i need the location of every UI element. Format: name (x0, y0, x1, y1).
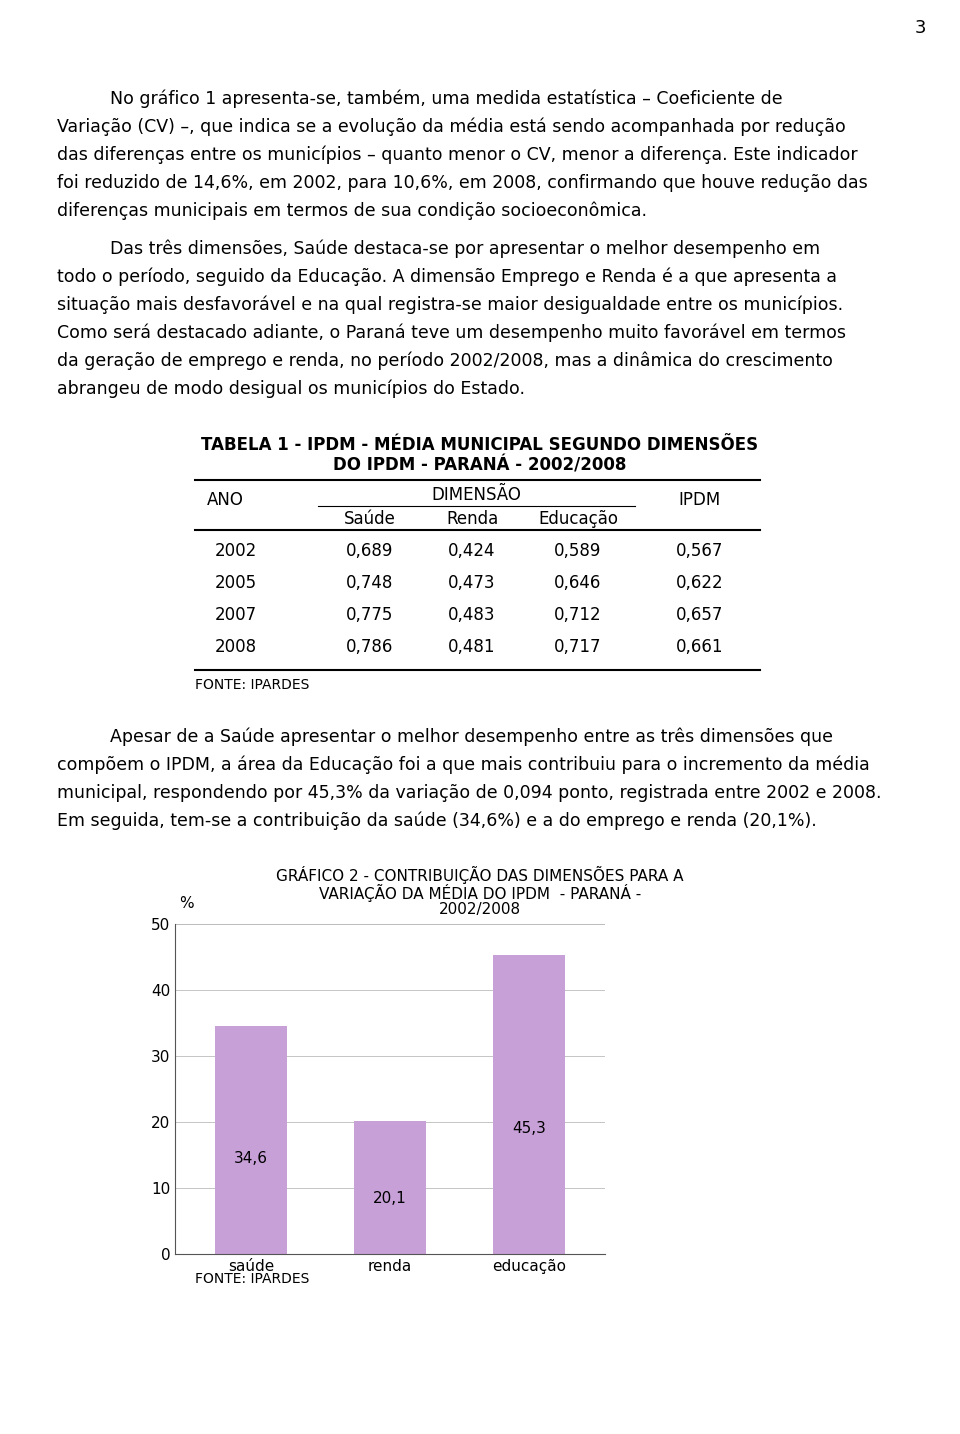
Text: FONTE: IPARDES: FONTE: IPARDES (195, 1272, 309, 1286)
Bar (354, 1121, 426, 1253)
Text: 0,712: 0,712 (554, 607, 602, 624)
Text: 2007: 2007 (215, 607, 257, 624)
Text: 2008: 2008 (215, 638, 257, 655)
Text: 0,589: 0,589 (554, 542, 602, 561)
Text: 0,646: 0,646 (554, 574, 602, 592)
Text: Em seguida, tem-se a contribuição da saúde (34,6%) e a do emprego e renda (20,1%: Em seguida, tem-se a contribuição da saú… (57, 812, 817, 830)
Text: das diferenças entre os municípios – quanto menor o CV, menor a diferença. Este : das diferenças entre os municípios – qua… (57, 146, 857, 165)
Text: 0,567: 0,567 (676, 542, 724, 561)
Text: 2002: 2002 (215, 542, 257, 561)
Text: 45,3: 45,3 (512, 1121, 545, 1136)
Text: 0,657: 0,657 (676, 607, 724, 624)
Text: todo o período, seguido da Educação. A dimensão Emprego e Renda é a que apresent: todo o período, seguido da Educação. A d… (57, 268, 837, 287)
Text: IPDM: IPDM (679, 490, 721, 509)
Text: DO IPDM - PARANÁ - 2002/2008: DO IPDM - PARANÁ - 2002/2008 (333, 456, 627, 475)
Text: ANO: ANO (206, 490, 244, 509)
Text: foi reduzido de 14,6%, em 2002, para 10,6%, em 2008, confirmando que houve reduç: foi reduzido de 14,6%, em 2002, para 10,… (57, 174, 868, 192)
Text: 2005: 2005 (215, 574, 257, 592)
Text: TABELA 1 - IPDM - MÉDIA MUNICIPAL SEGUNDO DIMENSÕES: TABELA 1 - IPDM - MÉDIA MUNICIPAL SEGUND… (202, 436, 758, 455)
Text: 0,424: 0,424 (448, 542, 495, 561)
Text: 0,717: 0,717 (554, 638, 602, 655)
Bar (492, 955, 564, 1253)
Text: abrangeu de modo desigual os municípios do Estado.: abrangeu de modo desigual os municípios … (57, 380, 525, 399)
Text: 34,6: 34,6 (234, 1150, 268, 1166)
Text: Saúde: Saúde (344, 511, 396, 528)
Text: 0,622: 0,622 (676, 574, 724, 592)
Text: VARIAÇÃO DA MÉDIA DO IPDM  - PARANÁ -: VARIAÇÃO DA MÉDIA DO IPDM - PARANÁ - (319, 883, 641, 902)
Text: FONTE: IPARDES: FONTE: IPARDES (195, 678, 309, 693)
Text: 0,483: 0,483 (448, 607, 495, 624)
Text: 3: 3 (914, 19, 925, 37)
Text: 20,1: 20,1 (373, 1190, 407, 1206)
Text: No gráfico 1 apresenta-se, também, uma medida estatística – Coeficiente de: No gráfico 1 apresenta-se, também, uma m… (110, 90, 782, 109)
Text: diferenças municipais em termos de sua condição socioeconômica.: diferenças municipais em termos de sua c… (57, 202, 647, 221)
Text: Variação (CV) –, que indica se a evolução da média está sendo acompanhada por re: Variação (CV) –, que indica se a evoluçã… (57, 118, 846, 136)
Text: 0,775: 0,775 (347, 607, 394, 624)
Text: municipal, respondendo por 45,3% da variação de 0,094 ponto, registrada entre 20: municipal, respondendo por 45,3% da vari… (57, 784, 881, 802)
Text: 2002/2008: 2002/2008 (439, 902, 521, 916)
Text: 0,481: 0,481 (448, 638, 495, 655)
Text: Como será destacado adiante, o Paraná teve um desempenho muito favorável em term: Como será destacado adiante, o Paraná te… (57, 324, 846, 343)
Text: 0,689: 0,689 (347, 542, 394, 561)
Text: GRÁFICO 2 - CONTRIBUIÇÃO DAS DIMENSÕES PARA A: GRÁFICO 2 - CONTRIBUIÇÃO DAS DIMENSÕES P… (276, 866, 684, 883)
Text: Apesar de a Saúde apresentar o melhor desempenho entre as três dimensões que: Apesar de a Saúde apresentar o melhor de… (110, 728, 833, 747)
Text: situação mais desfavorável e na qual registra-se maior desigualdade entre os mun: situação mais desfavorável e na qual reg… (57, 295, 843, 314)
Text: Das três dimensões, Saúde destaca-se por apresentar o melhor desempenho em: Das três dimensões, Saúde destaca-se por… (110, 239, 820, 258)
Text: 0,748: 0,748 (347, 574, 394, 592)
Text: Renda: Renda (445, 511, 498, 528)
Text: compõem o IPDM, a área da Educação foi a que mais contribuiu para o incremento d: compõem o IPDM, a área da Educação foi a… (57, 756, 870, 774)
Text: DIMENSÃO: DIMENSÃO (432, 486, 521, 503)
Text: 0,661: 0,661 (676, 638, 724, 655)
Text: da geração de emprego e renda, no período 2002/2008, mas a dinâmica do crescimen: da geração de emprego e renda, no períod… (57, 351, 833, 370)
Text: 0,786: 0,786 (347, 638, 394, 655)
Bar (215, 1025, 287, 1253)
Text: 0,473: 0,473 (448, 574, 495, 592)
Text: %: % (180, 896, 194, 911)
Text: Educação: Educação (538, 511, 618, 528)
